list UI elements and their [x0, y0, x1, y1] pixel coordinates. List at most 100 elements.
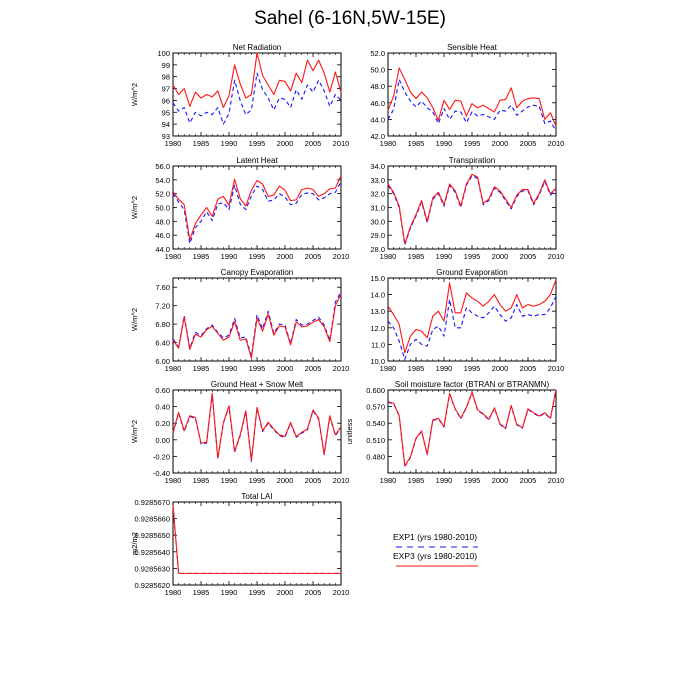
series-line-exp3	[387, 173, 557, 245]
x-tick-label: 1995	[249, 252, 266, 261]
series-line-exp3	[172, 392, 342, 462]
y-tick-label: 50.0	[370, 66, 385, 75]
x-tick-label: 1995	[464, 364, 481, 373]
x-tick-label: 1995	[464, 139, 481, 148]
y-tick-label: 42.0	[370, 132, 385, 141]
panel-title: Canopy Evaporation	[221, 268, 294, 277]
series-line-exp1	[172, 181, 342, 245]
panel-title: Ground Evaporation	[436, 268, 508, 277]
series-line-exp1	[387, 389, 557, 467]
panel-title: Total LAI	[241, 492, 272, 501]
chart-panel-7: Ground Heat + Snow Melt 1980 1985 1990 1995 2…	[130, 380, 349, 485]
y-tick-label: 0.540	[366, 419, 385, 428]
x-tick-label: 1995	[249, 139, 266, 148]
x-tick-label: 1980	[165, 364, 182, 373]
x-tick-label: 2000	[277, 588, 294, 597]
series-line-exp1	[387, 175, 557, 246]
y-axis-label: W/m^2	[130, 83, 139, 106]
y-tick-label: 99	[162, 61, 170, 70]
y-tick-label: 94	[162, 120, 170, 129]
y-tick-label: 34.0	[370, 162, 385, 171]
y-tick-label: -0.20	[153, 452, 170, 461]
y-tick-label: 12.0	[370, 324, 385, 333]
y-tick-label: 33.0	[370, 176, 385, 185]
x-tick-label: 2005	[305, 139, 322, 148]
chart-panel-5: Canopy Evaporation 1980 1985 1990 1995 2000 20…	[130, 268, 349, 373]
panel-title: Latent Heat	[236, 156, 278, 165]
x-tick-label: 1985	[193, 139, 210, 148]
y-tick-label: 0.9285640	[135, 548, 170, 557]
x-tick-label: 1985	[408, 252, 425, 261]
x-tick-label: 2005	[305, 252, 322, 261]
y-tick-label: 0.480	[366, 452, 385, 461]
series-line-exp1	[387, 79, 557, 132]
y-tick-label: 0.9285660	[135, 515, 170, 524]
y-tick-label: 0.9285670	[135, 498, 170, 507]
y-tick-label: 48.0	[155, 217, 170, 226]
x-tick-label: 2005	[520, 364, 537, 373]
x-tick-label: 1985	[193, 588, 210, 597]
chart-panel-1: Net Radiation 1980 1985 1990 1995 2000 2005 201…	[130, 43, 349, 148]
x-tick-label: 1990	[436, 364, 453, 373]
x-tick-label: 2005	[520, 252, 537, 261]
x-tick-label: 1985	[193, 252, 210, 261]
plot-frame	[172, 165, 342, 250]
x-tick-label: 2005	[520, 476, 537, 485]
y-tick-label: 6.00	[155, 357, 170, 366]
y-tick-label: 11.0	[371, 340, 385, 349]
x-tick-label: 1995	[464, 476, 481, 485]
y-tick-label: 95	[162, 108, 170, 117]
series-line-exp3	[172, 52, 342, 109]
x-tick-label: 1980	[380, 139, 397, 148]
y-tick-label: 10.0	[370, 357, 385, 366]
y-tick-label: 0.40	[155, 403, 170, 412]
legend-label: EXP1 (yrs 1980-2010)	[393, 532, 477, 542]
y-tick-label: 0.510	[366, 436, 385, 445]
x-tick-label: 2010	[548, 476, 565, 485]
series-line-exp3	[172, 293, 342, 359]
chart-panel-2: Sensible Heat 1980 1985 1990 1995 2000 2005 201…	[370, 43, 564, 148]
series-line-exp3	[172, 175, 342, 241]
y-tick-label: 13.0	[370, 307, 385, 316]
y-tick-label: 6.80	[155, 320, 170, 329]
x-tick-label: 1990	[221, 588, 238, 597]
y-tick-label: 15.0	[370, 274, 385, 283]
y-tick-label: 0.60	[155, 386, 170, 395]
series-line-exp1	[172, 72, 342, 125]
x-tick-label: 2010	[333, 476, 350, 485]
x-tick-label: 2000	[492, 252, 509, 261]
x-tick-label: 2000	[492, 476, 509, 485]
y-axis-label: W/m^2	[130, 196, 139, 219]
y-tick-label: 96	[162, 96, 170, 105]
y-tick-label: 93	[162, 132, 170, 141]
x-tick-label: 1985	[408, 364, 425, 373]
y-axis-label: W/m^2	[130, 308, 139, 331]
plot-frame	[387, 165, 557, 250]
x-tick-label: 1980	[165, 252, 182, 261]
x-tick-label: 2000	[277, 364, 294, 373]
plot-frame	[387, 277, 557, 362]
legend-label: EXP3 (yrs 1980-2010)	[393, 551, 477, 561]
y-tick-label: 52.0	[370, 49, 385, 58]
y-tick-label: 100	[157, 49, 170, 58]
x-tick-label: 1990	[436, 252, 453, 261]
x-tick-label: 2010	[333, 139, 350, 148]
series-line-exp3	[387, 279, 557, 354]
y-tick-label: 0.20	[155, 419, 170, 428]
x-tick-label: 1990	[436, 476, 453, 485]
x-tick-label: 1990	[436, 139, 453, 148]
x-tick-label: 1980	[165, 476, 182, 485]
y-tick-label: 54.0	[155, 176, 170, 185]
x-tick-label: 1980	[380, 476, 397, 485]
chart-panel-8: Soil moisture factor (BTRAN or BTRANMN) 1…	[345, 380, 564, 485]
x-tick-label: 1985	[408, 476, 425, 485]
y-tick-label: 6.40	[155, 339, 170, 348]
y-axis-label: W/m^2	[130, 420, 139, 443]
y-tick-label: 7.60	[155, 283, 170, 292]
panel-title: Transpiration	[449, 156, 495, 165]
series-line-exp1	[172, 505, 341, 574]
y-tick-label: 0.00	[155, 436, 170, 445]
y-tick-label: 98	[162, 73, 170, 82]
x-tick-label: 2000	[492, 364, 509, 373]
y-tick-label: 44.0	[370, 115, 385, 124]
